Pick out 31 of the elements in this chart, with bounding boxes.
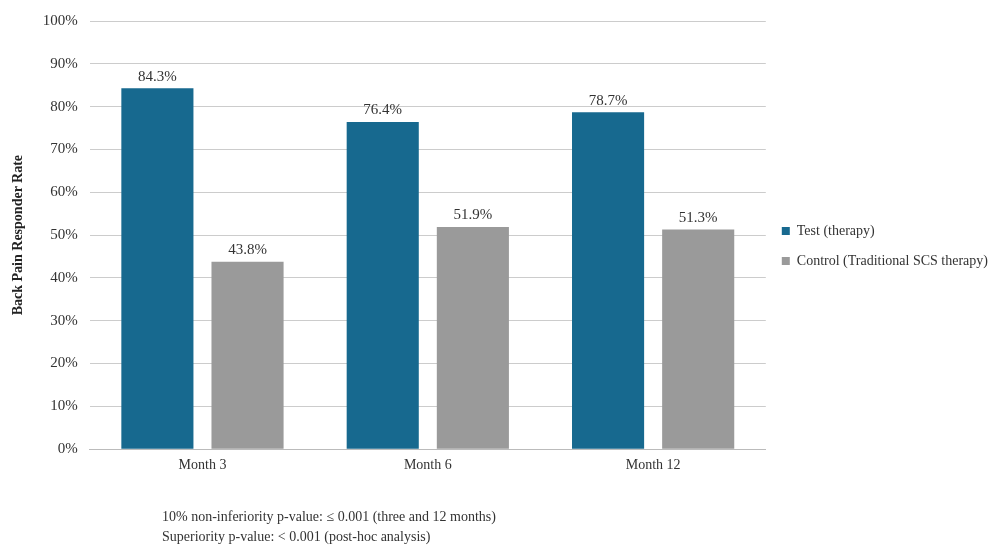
bar: [662, 229, 735, 449]
y-tick-label: 20%: [50, 354, 78, 371]
data-label: 76.4%: [363, 101, 403, 118]
bar: [436, 226, 509, 449]
y-tick-label: 100%: [42, 11, 78, 28]
bar: [572, 112, 645, 449]
data-label: 51.3%: [678, 208, 718, 225]
data-label: 84.3%: [138, 67, 177, 84]
y-tick-label: 80%: [50, 97, 78, 114]
y-axis-title: Back Pain Responder Rate: [10, 154, 26, 316]
data-label: 51.9%: [453, 206, 493, 223]
y-tick-label: 50%: [50, 226, 78, 243]
data-label: 43.8%: [228, 241, 267, 258]
text: 10% non-inferiority p-value: ≤ 0.001 (three and 12 months): [162, 508, 497, 525]
bar: [121, 88, 194, 449]
x-tick-label: Month 6: [403, 457, 452, 473]
y-tick-label: 60%: [50, 183, 78, 200]
text: Superiority p-value: < 0.001 (post-hoc analysis): [162, 528, 431, 545]
data-label: 78.7%: [588, 91, 628, 108]
y-tick-label: 90%: [50, 54, 78, 71]
x-tick-label: Month 12: [625, 457, 681, 473]
y-tick-label: 40%: [50, 268, 78, 285]
bar: [211, 261, 284, 449]
x-tick-label: Month 3: [178, 457, 227, 473]
y-tick-label: 70%: [50, 140, 78, 157]
legend-label: Test (therapy): [796, 222, 876, 239]
bar: [346, 122, 419, 449]
y-tick-label: 10%: [50, 397, 78, 414]
y-tick-label: 0%: [57, 440, 78, 457]
legend-label: Control (Traditional SCS therapy): [796, 252, 989, 269]
y-tick-label: 30%: [50, 311, 78, 328]
